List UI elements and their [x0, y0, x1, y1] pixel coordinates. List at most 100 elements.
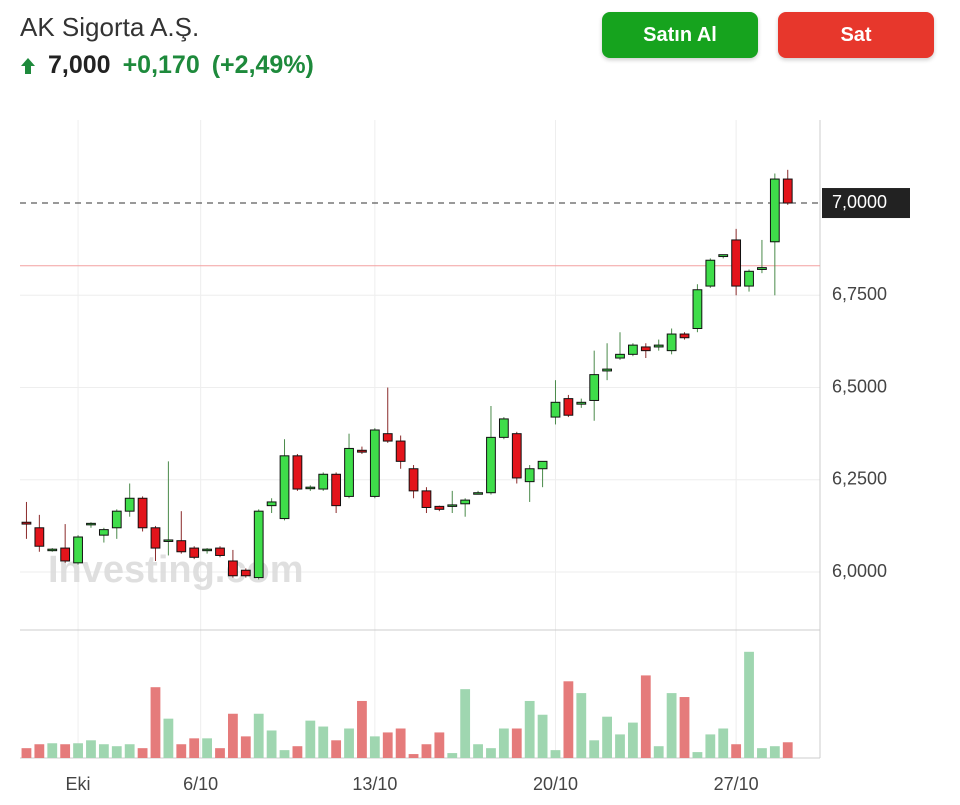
candle-body — [189, 547, 200, 558]
candle-body — [563, 398, 574, 416]
volume-bar — [292, 746, 303, 758]
volume-bar — [111, 746, 122, 758]
candle-body — [202, 548, 212, 552]
candle-body — [331, 473, 342, 507]
candle-body — [344, 447, 354, 497]
candle-body — [34, 527, 45, 547]
sell-button[interactable]: Sat — [778, 12, 934, 58]
volume-bar — [215, 748, 225, 758]
candle-body — [692, 289, 703, 330]
candle-body — [718, 254, 729, 258]
candle-body — [757, 267, 767, 270]
candle-body — [628, 344, 638, 355]
y-tick-label: 6,5000 — [832, 376, 887, 396]
buy-button[interactable]: Satın Al — [602, 12, 758, 58]
volume-bar — [176, 744, 187, 758]
volume-bar — [782, 742, 793, 758]
volume-bar — [253, 713, 264, 758]
candle-body — [228, 560, 238, 577]
candle-body — [86, 522, 96, 526]
candle-body — [576, 401, 587, 405]
candle-body — [511, 433, 522, 479]
volume-bar — [421, 744, 432, 758]
candle-body — [473, 492, 483, 495]
candle-body — [589, 374, 600, 401]
candle-body — [369, 429, 380, 497]
volume-bar — [460, 689, 471, 758]
candle-body — [615, 353, 625, 359]
volume-bar — [563, 681, 574, 758]
candle-body — [395, 440, 406, 462]
candle-body — [498, 418, 509, 438]
candle-body — [253, 510, 264, 579]
candle-body — [21, 521, 32, 525]
volume-bar — [524, 700, 535, 758]
candle-body — [744, 270, 754, 287]
instrument-name: AK Sigorta A.Ş. — [20, 12, 200, 42]
volume-bar — [666, 693, 677, 758]
volume-bar — [395, 728, 406, 758]
volume-bar — [486, 748, 496, 758]
candle-body — [150, 527, 161, 549]
volume-bar — [124, 744, 135, 758]
volume-bar — [602, 716, 612, 758]
candle-body — [550, 401, 561, 418]
volume-bar — [86, 740, 96, 758]
volume-bar — [344, 728, 354, 758]
volume-bar — [60, 744, 71, 758]
volume-bar — [589, 740, 600, 758]
quote: 7,000 +0,170 (+2,49%) — [20, 51, 314, 80]
volume-bar — [305, 720, 316, 758]
x-tick-label: 6/10 — [183, 774, 218, 794]
x-tick-label: 20/10 — [533, 774, 578, 794]
candle-body — [460, 499, 471, 505]
candle-body — [240, 569, 251, 577]
volume-bar — [679, 697, 690, 758]
volume-bar — [473, 744, 483, 758]
candle-body — [60, 547, 71, 562]
y-tick-label: 6,0000 — [832, 561, 887, 581]
volume-bar — [769, 746, 780, 758]
volume-bar — [202, 738, 212, 758]
candle-body — [679, 333, 690, 339]
volume-bar — [382, 732, 393, 758]
volume-bar — [537, 714, 548, 758]
volume-bar — [163, 718, 174, 758]
volume-bar — [498, 728, 509, 758]
volume-bar — [434, 732, 445, 758]
candle-body — [447, 504, 458, 507]
candle-body — [640, 346, 651, 352]
candle-body — [73, 536, 83, 564]
volume-bar — [757, 748, 767, 758]
volume-bar — [240, 736, 251, 758]
last-price-label: 7,0000 — [832, 192, 887, 212]
candle-body — [408, 468, 419, 492]
candle-body — [382, 433, 393, 442]
volume-bar — [615, 734, 625, 758]
y-tick-label: 6,7500 — [832, 284, 887, 304]
header: AK Sigorta A.Ş. 7,000 +0,170 (+2,49%) — [20, 12, 314, 80]
candle-body — [163, 539, 174, 542]
candle-body — [176, 540, 187, 553]
candle-body — [137, 497, 148, 529]
y-tick-label: 6,2500 — [832, 469, 887, 489]
volume-bar — [692, 752, 703, 758]
candle-body — [318, 473, 329, 490]
candle-body — [47, 548, 58, 552]
volume-bar — [408, 754, 419, 758]
volume-bar — [331, 740, 342, 758]
candle-body — [486, 436, 496, 494]
x-tick-label: Eki — [66, 774, 91, 794]
candle-body — [666, 333, 677, 352]
candle-body — [266, 501, 277, 507]
volume-bar — [628, 722, 638, 758]
volume-bar — [47, 743, 58, 758]
candle-body — [124, 497, 135, 512]
volume-bar — [369, 736, 380, 758]
candle-body — [653, 344, 664, 348]
candle-body — [731, 239, 742, 287]
volume-bar — [73, 743, 83, 758]
last-price-box — [822, 188, 910, 219]
candle-body — [98, 529, 109, 536]
